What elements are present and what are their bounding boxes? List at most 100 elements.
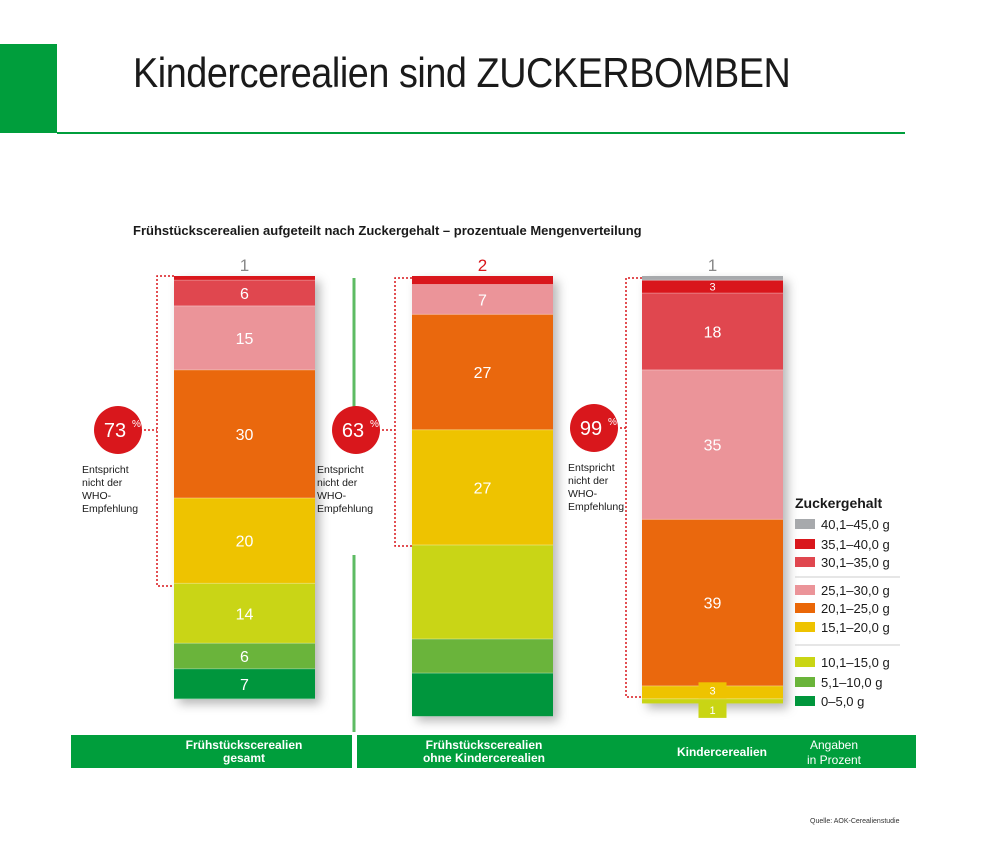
legend-swatch <box>795 519 815 529</box>
bar-segment <box>412 429 553 546</box>
legend-label: 35,1–40,0 g <box>821 537 890 552</box>
data-label: 14 <box>236 606 254 623</box>
data-label: 15 <box>236 331 254 348</box>
bar-segment <box>412 639 553 674</box>
data-label: 27 <box>474 480 492 497</box>
legend-swatch <box>795 585 815 595</box>
bar-segment <box>642 293 783 371</box>
legend-label: 40,1–45,0 g <box>821 517 890 532</box>
bar-segment <box>412 314 553 431</box>
data-label: 3 <box>709 282 715 294</box>
bar-segment <box>642 519 783 687</box>
who-share-percent-sign: % <box>132 419 141 430</box>
legend-label: 5,1–10,0 g <box>821 675 882 690</box>
data-label: 6 <box>240 286 249 303</box>
who-share-percent-sign: % <box>608 417 617 428</box>
who-share-circle <box>570 404 618 452</box>
bar-segment <box>412 276 553 285</box>
who-bracket <box>394 277 412 547</box>
who-note-line: nicht der <box>317 477 358 489</box>
bar-segment <box>174 498 315 584</box>
footer-band-2 <box>357 735 916 768</box>
bar-segment <box>642 369 783 520</box>
who-share-percent-sign: % <box>370 419 379 430</box>
title-accent-block <box>0 44 57 133</box>
data-label: 3 <box>709 685 715 697</box>
who-note-line: Entspricht <box>568 462 615 474</box>
bar-segment <box>642 698 783 704</box>
who-note-line: Empfehlung <box>317 503 373 515</box>
data-label: 20 <box>236 534 254 551</box>
who-note-line: WHO- <box>568 488 598 500</box>
who-note-line: Empfehlung <box>568 501 624 513</box>
bar-segment <box>174 643 315 670</box>
who-note-line: Entspricht <box>317 464 364 476</box>
chart-title: Frühstückscerealien aufgeteilt nach Zuck… <box>133 223 642 238</box>
top-value-label: 1 <box>240 256 249 275</box>
category-label: Kindercerealien <box>677 745 767 759</box>
title-divider <box>57 132 905 134</box>
bar-segment <box>174 280 315 307</box>
who-share-value: 73 <box>104 420 126 442</box>
category-label: Frühstückscerealien <box>426 738 543 752</box>
category-label: gesamt <box>223 751 265 765</box>
page-title: Kindercerealien sind ZUCKERBOMBEN <box>133 49 791 96</box>
bar-segment <box>642 280 783 294</box>
legend-swatch <box>795 603 815 613</box>
footer-band-1 <box>71 735 352 768</box>
top-value-label: 2 <box>478 256 487 275</box>
bar-stack-2 <box>412 276 553 717</box>
data-label: 1 <box>709 705 715 717</box>
legend-label: 30,1–35,0 g <box>821 555 890 570</box>
source-note: Quelle: AOK-Cerealienstudie <box>810 818 900 825</box>
data-label: 6 <box>240 649 249 666</box>
bar-segment <box>412 545 553 640</box>
bar-segment <box>412 284 553 315</box>
legend-swatch <box>795 696 815 706</box>
legend-swatch <box>795 557 815 567</box>
who-note-line: WHO- <box>317 490 347 502</box>
bar-segment <box>174 668 315 700</box>
legend-swatch <box>795 677 815 687</box>
category-label: ohne Kindercerealien <box>423 751 545 765</box>
who-bracket <box>156 275 174 587</box>
who-share-value: 63 <box>342 420 364 442</box>
bar-segment <box>642 276 783 281</box>
data-label: 27 <box>474 365 492 382</box>
top-value-label: 1 <box>708 256 717 275</box>
legend-label: 0–5,0 g <box>821 694 864 709</box>
bar-segment <box>174 583 315 644</box>
bar-segment <box>174 305 315 371</box>
legend-label: 20,1–25,0 g <box>821 601 890 616</box>
data-label-box <box>698 682 727 699</box>
data-label: 7 <box>240 677 249 694</box>
legend-swatch <box>795 657 815 667</box>
legend-title: Zuckergehalt <box>795 495 882 511</box>
data-label: 35 <box>704 438 722 455</box>
legend-label: 25,1–30,0 g <box>821 583 890 598</box>
unit-note: in Prozent <box>807 753 862 767</box>
who-note-line: Empfehlung <box>82 503 138 515</box>
legend-label: 10,1–15,0 g <box>821 655 890 670</box>
data-label-box <box>698 701 727 718</box>
who-share-circle <box>332 406 380 454</box>
data-label: 30 <box>236 427 254 444</box>
who-note-line: WHO- <box>82 490 112 502</box>
bar-segment <box>174 276 315 281</box>
who-note-line: nicht der <box>82 477 123 489</box>
unit-note: Angaben <box>810 738 858 752</box>
data-label: 39 <box>704 596 722 613</box>
category-label: Frühstückscerealien <box>186 738 303 752</box>
who-share-circle <box>94 406 142 454</box>
who-bracket <box>625 277 642 698</box>
bar-stack-3 <box>642 276 783 704</box>
data-label: 7 <box>478 293 487 310</box>
bar-segment <box>412 673 553 717</box>
legend-label: 15,1–20,0 g <box>821 620 890 635</box>
legend-swatch <box>795 539 815 549</box>
who-note-line: nicht der <box>568 475 609 487</box>
data-label: 18 <box>704 325 722 342</box>
legend-swatch <box>795 622 815 632</box>
bar-segment <box>174 369 315 499</box>
